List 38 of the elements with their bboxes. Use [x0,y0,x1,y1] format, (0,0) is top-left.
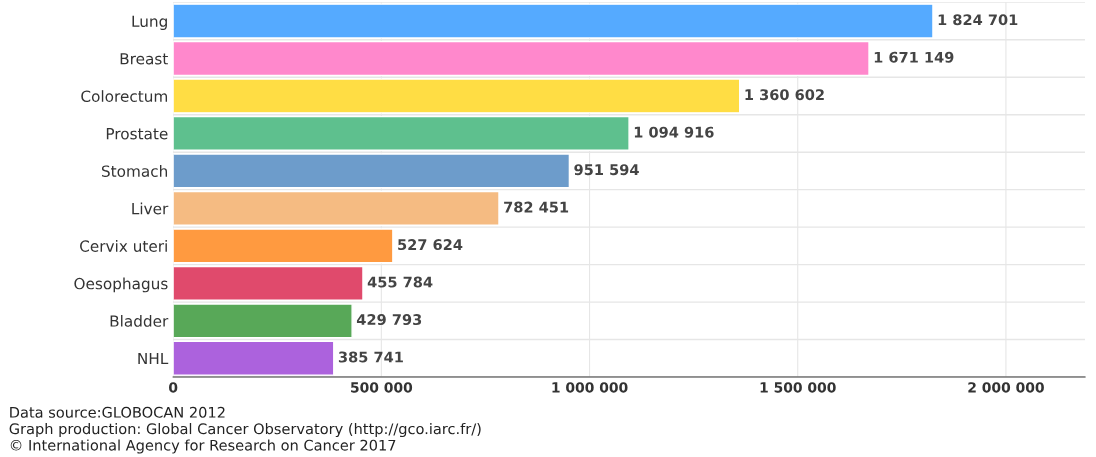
data-label: 782 451 [504,201,569,213]
data-label: 1 671 149 [874,51,954,63]
bar [173,78,741,114]
y-tick-label: Stomach [101,165,168,177]
bar [173,115,630,152]
bar [173,265,364,301]
y-tick-label: NHL [138,352,169,365]
y-tick-label: Liver [132,202,169,215]
bar [173,153,571,189]
data-label: 385 741 [338,351,403,363]
data-label: 1 824 701 [938,14,1018,26]
y-tick-label: Breast [120,53,168,65]
data-label: 1 360 602 [745,89,824,101]
data-label: 527 624 [398,239,463,251]
y-tick-label: Lung [132,15,167,30]
y-tick-label: Prostate [106,128,168,140]
y-tick-label: Cervix uteri [80,240,167,252]
source-note: Data source:GLOBOCAN 2012 [10,406,225,418]
bar [173,190,500,226]
x-tick-label: 0 [169,382,178,393]
x-tick-label: 1 500 000 [760,382,836,393]
bar [173,228,394,264]
bar [173,340,335,376]
y-tick-label: Bladder [110,315,169,327]
y-tick-label: Oesophagus [74,277,168,293]
y-tick-label: Colorectum [81,90,168,102]
x-tick-label: 2 000 000 [968,382,1044,393]
x-tick-label: 500 000 [351,382,413,393]
data-label: 1 094 916 [634,126,714,138]
x-tick-label: 1 000 000 [552,382,628,393]
data-label: 455 784 [367,276,433,288]
data-label: 429 793 [356,314,422,326]
text: Graph production: Global Cancer Observatory (http://gco.iarc.fr/) [9,422,481,438]
bar [173,3,934,39]
data-label: 951 594 [574,164,639,176]
text: © International Agency for Research on Cancer 2017 [10,439,396,454]
bar [173,40,870,77]
bar [173,303,353,339]
